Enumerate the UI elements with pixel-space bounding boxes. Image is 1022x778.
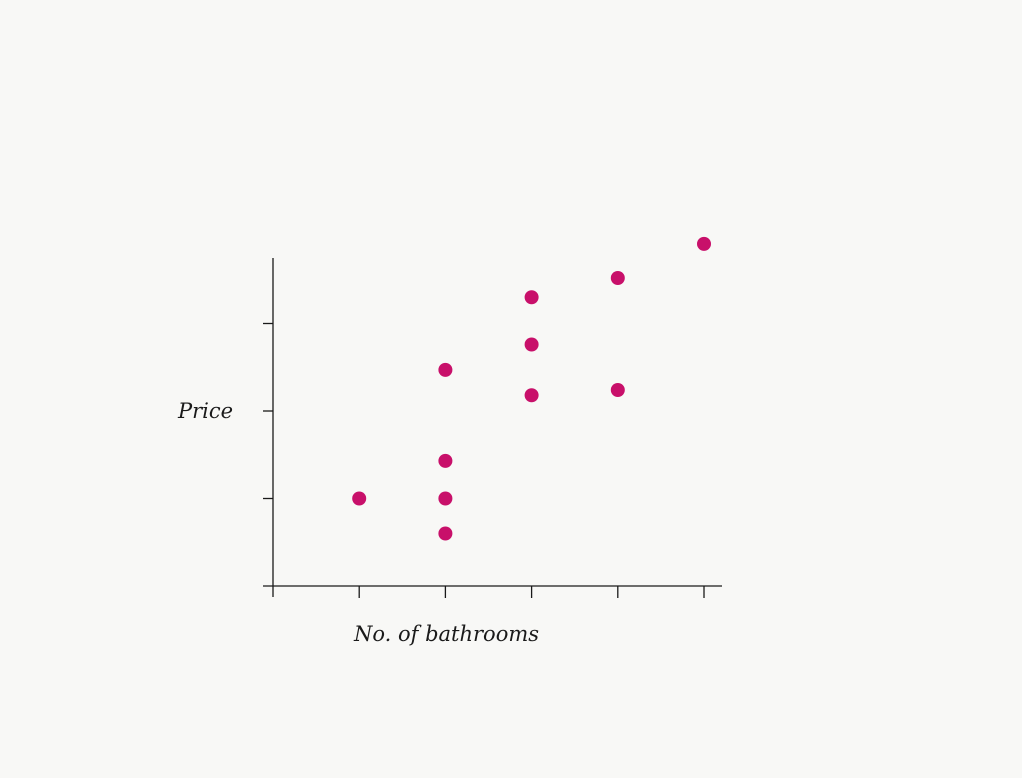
data-point-8: [524, 290, 539, 305]
data-point-4: [438, 453, 453, 468]
x-axis-label: No. of bathrooms: [353, 622, 539, 646]
data-point-11: [697, 236, 711, 251]
data-point-1: [352, 491, 367, 506]
y-axis-label: Price: [177, 399, 233, 423]
data-point-6: [524, 388, 539, 403]
data-points: [352, 236, 711, 541]
axis-ticks: [263, 322, 705, 598]
data-point-2: [438, 526, 453, 541]
data-point-7: [524, 337, 539, 352]
axes: [263, 258, 722, 597]
data-point-3: [438, 491, 453, 506]
data-point-9: [610, 383, 625, 397]
data-point-5: [438, 362, 453, 377]
data-point-10: [610, 271, 625, 285]
